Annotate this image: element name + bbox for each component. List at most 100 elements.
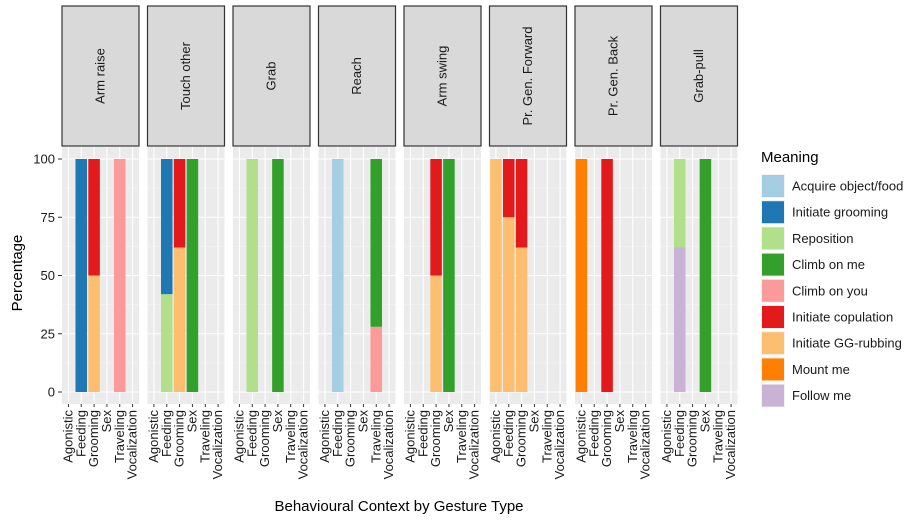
x-tick-label: Grooming — [172, 410, 187, 467]
x-tick-label: Traveling — [283, 410, 298, 463]
x-tick-label: Agonistic — [659, 410, 674, 463]
legend-entry-label: Acquire object/food — [792, 179, 903, 194]
bar-segment — [370, 159, 383, 327]
facet-strip-label: Reach — [349, 57, 364, 95]
y-tick-label: 50 — [41, 268, 55, 283]
x-tick-label: Vocalization — [638, 410, 653, 479]
facet-strip-label: Grab — [264, 62, 279, 91]
facet-strip-label: Pr. Gen. Back — [606, 35, 621, 116]
facet-panel: Pr. Gen. Back AgonisticFeedingGroomingSex… — [573, 5, 653, 479]
x-tick-label: Traveling — [710, 410, 725, 463]
bar-segment — [88, 275, 100, 392]
bar-segment — [601, 159, 613, 392]
legend-entry-label: Mount me — [792, 362, 850, 377]
x-tick-label: Grooming — [257, 410, 272, 467]
facet-strip-label: Grab-pull — [691, 49, 706, 103]
bar-segment — [88, 159, 100, 276]
facet-strip-label: Arm raise — [93, 48, 108, 104]
x-tick-label: Feeding — [330, 410, 345, 457]
legend-title: Meaning — [761, 149, 819, 166]
legend-swatch — [762, 279, 784, 302]
legend-swatch — [762, 384, 784, 407]
x-tick-label: Grooming — [86, 410, 101, 467]
legend-swatch — [762, 175, 784, 197]
bar-segment — [160, 294, 173, 392]
facet-panel: Arm swing AgonisticFeedingGroomingSexTrav… — [402, 5, 482, 479]
bar-segment — [370, 326, 383, 392]
bar-segment — [272, 159, 284, 392]
bar-segment — [502, 217, 515, 392]
x-tick-label: Grooming — [343, 410, 358, 467]
x-tick-label: Feeding — [672, 410, 687, 457]
bar-segment — [430, 275, 442, 392]
facet-strip-label: Pr. Gen. Forward — [520, 27, 535, 126]
facet-strip-label: Touch other — [178, 41, 193, 110]
x-tick-label: Vocalization — [296, 410, 311, 479]
bar-segment — [331, 159, 344, 392]
bar-segment — [673, 159, 686, 248]
bar-segment — [430, 159, 442, 276]
legend-swatch — [762, 332, 784, 355]
legend-swatch — [762, 306, 784, 328]
bar-segment — [443, 159, 455, 392]
facet-panel: Reach AgonisticFeedingGroomingSexTravelin… — [317, 5, 397, 479]
x-tick-label: Vocalization — [210, 410, 225, 479]
bar-segment — [502, 159, 515, 218]
y-tick-label: 100 — [33, 152, 55, 167]
x-tick-label: Agonistic — [231, 410, 246, 463]
bar-segment — [515, 247, 528, 392]
bar-segment — [186, 159, 199, 392]
x-tick-label: Traveling — [454, 410, 469, 463]
facet-strip-label: Arm swing — [435, 46, 450, 107]
facet-strip — [61, 5, 140, 147]
facet-strip — [574, 5, 653, 147]
x-tick-label: Agonistic — [60, 410, 75, 463]
x-tick-label: Traveling — [197, 410, 212, 463]
facet-strip — [403, 5, 482, 147]
y-tick-label: 25 — [41, 326, 55, 341]
y-tick-label: 75 — [41, 210, 55, 225]
facet-panel: Grab AgonisticFeedingGroomingSexTraveling… — [231, 5, 311, 479]
panels-layer: Arm raiseAgonisticFeedingGroomingSexTrav… — [60, 5, 739, 479]
legend-swatch — [762, 201, 784, 224]
legend-entry-label: Initiate copulation — [792, 310, 893, 325]
x-tick-label: Traveling — [539, 410, 554, 463]
facet-strip — [659, 5, 739, 147]
legend-swatch — [762, 227, 784, 250]
x-tick-label: Traveling — [368, 410, 383, 463]
facet-strip — [488, 5, 568, 147]
legend-entry-label: Follow me — [792, 388, 851, 403]
legend-swatch — [762, 358, 784, 381]
legend-entry-label: Climb on you — [792, 283, 868, 298]
x-tick-label: Grooming — [599, 410, 614, 467]
x-tick-label: Feeding — [159, 410, 174, 457]
bar-segment — [515, 159, 528, 248]
x-tick-label: Vocalization — [467, 410, 482, 479]
bar-segment — [246, 159, 259, 392]
x-tick-label: Vocalization — [552, 410, 567, 479]
x-tick-label: Feeding — [586, 410, 601, 457]
legend-entry-label: Climb on me — [792, 257, 865, 272]
x-tick-label: Grooming — [514, 410, 529, 467]
x-tick-label: Feeding — [415, 410, 430, 457]
bar-segment — [699, 159, 712, 392]
y-axis-title: Percentage — [9, 235, 26, 312]
facet-strip — [146, 5, 226, 147]
x-tick-label: Sex — [270, 410, 285, 433]
x-tick-label: Grooming — [685, 410, 700, 467]
y-tick-label: 0 — [48, 385, 55, 400]
x-tick-label: Grooming — [428, 410, 443, 467]
bar-segment — [673, 247, 686, 392]
x-tick-label: Agonistic — [402, 410, 417, 463]
legend-swatch — [762, 253, 784, 276]
bar-segment — [75, 159, 88, 392]
x-tick-label: Agonistic — [317, 410, 332, 463]
x-tick-label: Vocalization — [723, 410, 738, 479]
x-axis-title: Behavioural Context by Gesture Type — [274, 498, 523, 515]
facet-panel: Touch other AgonisticFeedingGroomingSexTr… — [146, 5, 226, 479]
bar-segment — [160, 159, 173, 295]
legend-entry-label: Initiate grooming — [792, 205, 888, 220]
x-tick-label: Sex — [355, 410, 370, 433]
legend: Meaning Acquire object/food Initiate groo… — [761, 149, 903, 408]
